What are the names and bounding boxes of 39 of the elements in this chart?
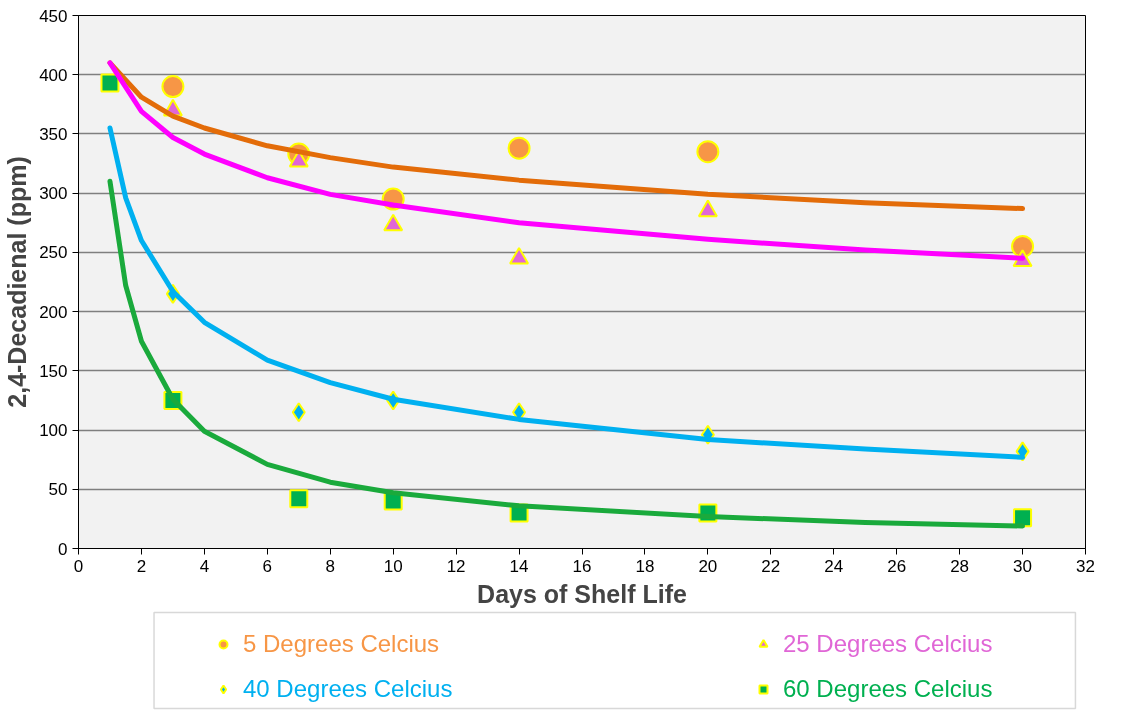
x-tick-label: 6 <box>262 556 273 576</box>
x-tick-label: 28 <box>950 556 970 576</box>
y-tick-label: 0 <box>58 539 68 559</box>
y-tick-label: 300 <box>39 184 68 204</box>
x-axis-title: Days of Shelf Life <box>477 579 687 608</box>
y-axis-title: 2,4-Decadienal (ppm) <box>3 156 32 408</box>
point <box>289 489 309 509</box>
legend-label: 40 Degrees Celcius <box>243 675 453 703</box>
legend-label: 25 Degrees Celcius <box>783 630 993 658</box>
x-tick-label: 10 <box>383 556 403 576</box>
y-tick-label: 50 <box>48 480 68 500</box>
x-tick-label: 14 <box>509 556 529 576</box>
x-tick-label: 26 <box>887 556 907 576</box>
x-tick-label: 16 <box>572 556 592 576</box>
point <box>161 75 185 99</box>
point <box>507 136 531 160</box>
x-tick-label: 8 <box>325 556 335 576</box>
x-tick-label: 22 <box>761 556 781 576</box>
x-tick-label: 24 <box>824 556 844 576</box>
x-tick-label: 30 <box>1013 556 1033 576</box>
point <box>696 140 720 164</box>
y-tick-label: 200 <box>39 302 68 322</box>
x-tick-label: 32 <box>1076 556 1095 576</box>
y-tick-label: 100 <box>39 421 68 441</box>
x-tick-label: 0 <box>73 556 84 576</box>
x-tick-label: 2 <box>136 556 147 576</box>
y-tick-label: 350 <box>39 124 68 144</box>
x-tick-label: 20 <box>698 556 718 576</box>
y-tick-label: 150 <box>39 361 68 381</box>
point <box>291 402 306 423</box>
point <box>100 73 120 93</box>
y-tick-label: 400 <box>39 65 68 85</box>
y-tick-label: 250 <box>39 243 68 263</box>
legend-label: 5 Degrees Celcius <box>243 630 440 658</box>
legend-label: 60 Degrees Celcius <box>783 675 993 703</box>
y-tick-label: 450 <box>39 6 68 26</box>
x-tick-label: 4 <box>199 556 210 576</box>
x-tick-label: 12 <box>446 556 466 576</box>
x-tick-label: 18 <box>635 556 655 576</box>
